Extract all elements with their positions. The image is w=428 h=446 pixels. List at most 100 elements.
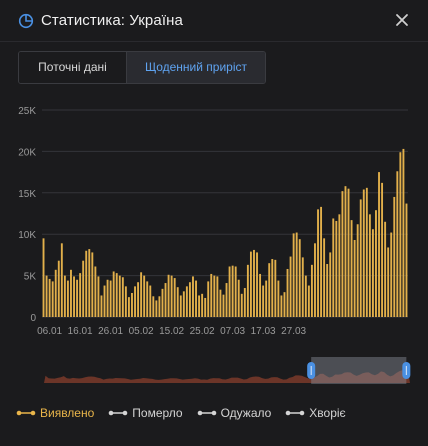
close-icon[interactable] bbox=[394, 12, 410, 28]
bar bbox=[152, 296, 155, 317]
legend-item-recovered[interactable]: Одужало bbox=[197, 404, 271, 422]
legend-label: Померло bbox=[132, 406, 183, 420]
bar bbox=[60, 243, 63, 317]
bar bbox=[219, 289, 222, 317]
bar bbox=[292, 233, 295, 317]
bar bbox=[387, 247, 390, 317]
bar bbox=[134, 286, 136, 317]
bar bbox=[176, 287, 179, 317]
bar bbox=[298, 239, 301, 317]
bar bbox=[216, 276, 219, 317]
bar bbox=[253, 249, 255, 317]
bar bbox=[249, 251, 252, 317]
bar bbox=[356, 224, 359, 317]
bar bbox=[143, 275, 146, 317]
tab-daily-increase[interactable]: Щоденний приріст bbox=[126, 52, 265, 83]
bar bbox=[76, 279, 79, 317]
bar bbox=[57, 260, 60, 317]
bar bbox=[173, 278, 176, 317]
bar bbox=[170, 275, 173, 317]
bar bbox=[228, 266, 231, 317]
pie-chart-icon bbox=[18, 13, 34, 29]
bar bbox=[88, 249, 91, 317]
legend-item-sick[interactable]: Хворіє bbox=[285, 404, 346, 422]
bar bbox=[42, 238, 45, 317]
bar bbox=[146, 281, 149, 317]
bar bbox=[344, 186, 347, 317]
y-tick-label: 0 bbox=[30, 313, 36, 324]
bar bbox=[103, 285, 106, 317]
bar bbox=[155, 300, 158, 317]
y-tick-label: 5K bbox=[24, 272, 37, 283]
bar bbox=[320, 206, 323, 317]
bar bbox=[265, 280, 268, 317]
y-tick-label: 10K bbox=[18, 230, 36, 241]
bar bbox=[112, 271, 115, 317]
bar bbox=[115, 273, 118, 317]
bar bbox=[371, 229, 374, 317]
bar bbox=[121, 277, 124, 317]
bar bbox=[167, 274, 170, 317]
bar bbox=[140, 272, 143, 317]
bar bbox=[185, 286, 188, 317]
bar bbox=[66, 280, 69, 317]
bar bbox=[201, 293, 204, 317]
bar bbox=[405, 203, 408, 317]
bar bbox=[79, 273, 82, 317]
legend-item-detected[interactable]: Виявлено bbox=[16, 404, 94, 422]
bar bbox=[240, 293, 243, 317]
bar bbox=[94, 266, 97, 317]
legend-label: Виявлено bbox=[40, 406, 95, 420]
x-tick-label: 26.01 bbox=[98, 326, 123, 337]
bar bbox=[237, 279, 240, 317]
bar bbox=[131, 292, 133, 317]
bar bbox=[161, 288, 164, 317]
bar bbox=[225, 283, 228, 317]
bar bbox=[213, 275, 216, 317]
dialog-header: Статистика: Україна bbox=[0, 0, 428, 42]
bar bbox=[234, 266, 237, 317]
x-tick-label: 27.03 bbox=[281, 326, 306, 337]
x-tick-label: 07.03 bbox=[220, 326, 245, 337]
bar bbox=[378, 172, 380, 317]
bar bbox=[127, 297, 130, 317]
bar bbox=[283, 292, 286, 317]
bar bbox=[100, 295, 103, 317]
bar bbox=[304, 275, 307, 317]
bar bbox=[82, 260, 85, 317]
bar bbox=[124, 286, 127, 317]
tab-current-data[interactable]: Поточні дані bbox=[19, 52, 126, 83]
bar bbox=[192, 276, 194, 317]
bar bbox=[274, 259, 277, 317]
header-divider bbox=[0, 41, 428, 42]
legend-item-died[interactable]: Померло bbox=[108, 404, 183, 422]
bar bbox=[48, 278, 51, 317]
bar bbox=[210, 273, 213, 317]
bar bbox=[182, 291, 185, 317]
bar bbox=[231, 265, 234, 317]
bar bbox=[204, 297, 207, 317]
bar bbox=[402, 148, 405, 317]
bar bbox=[271, 259, 274, 317]
daily-increase-chart: 0 5K 10K 15K 20K 25K 06.01 16.01 26.01 05.02 15.02… bbox=[18, 106, 411, 384]
bar bbox=[164, 283, 167, 317]
brush-selection bbox=[311, 357, 407, 384]
bar bbox=[368, 214, 371, 317]
bar bbox=[262, 285, 265, 317]
x-tick-label: 06.01 bbox=[37, 326, 62, 337]
x-tick-label: 16.01 bbox=[68, 326, 93, 337]
bar bbox=[118, 275, 121, 317]
bar bbox=[54, 269, 57, 317]
bar bbox=[307, 285, 310, 317]
x-tick-label: 17.03 bbox=[251, 326, 276, 337]
bar bbox=[350, 220, 353, 317]
bar bbox=[329, 252, 332, 317]
bar bbox=[97, 276, 100, 317]
bar bbox=[195, 280, 197, 317]
bar bbox=[45, 275, 48, 317]
bar bbox=[326, 264, 329, 317]
dialog-title: Статистика: Україна bbox=[41, 12, 183, 29]
bar bbox=[198, 295, 201, 317]
chart-legend: Виявлено Померло Одужало Хворіє bbox=[16, 404, 346, 422]
bar bbox=[335, 220, 338, 317]
